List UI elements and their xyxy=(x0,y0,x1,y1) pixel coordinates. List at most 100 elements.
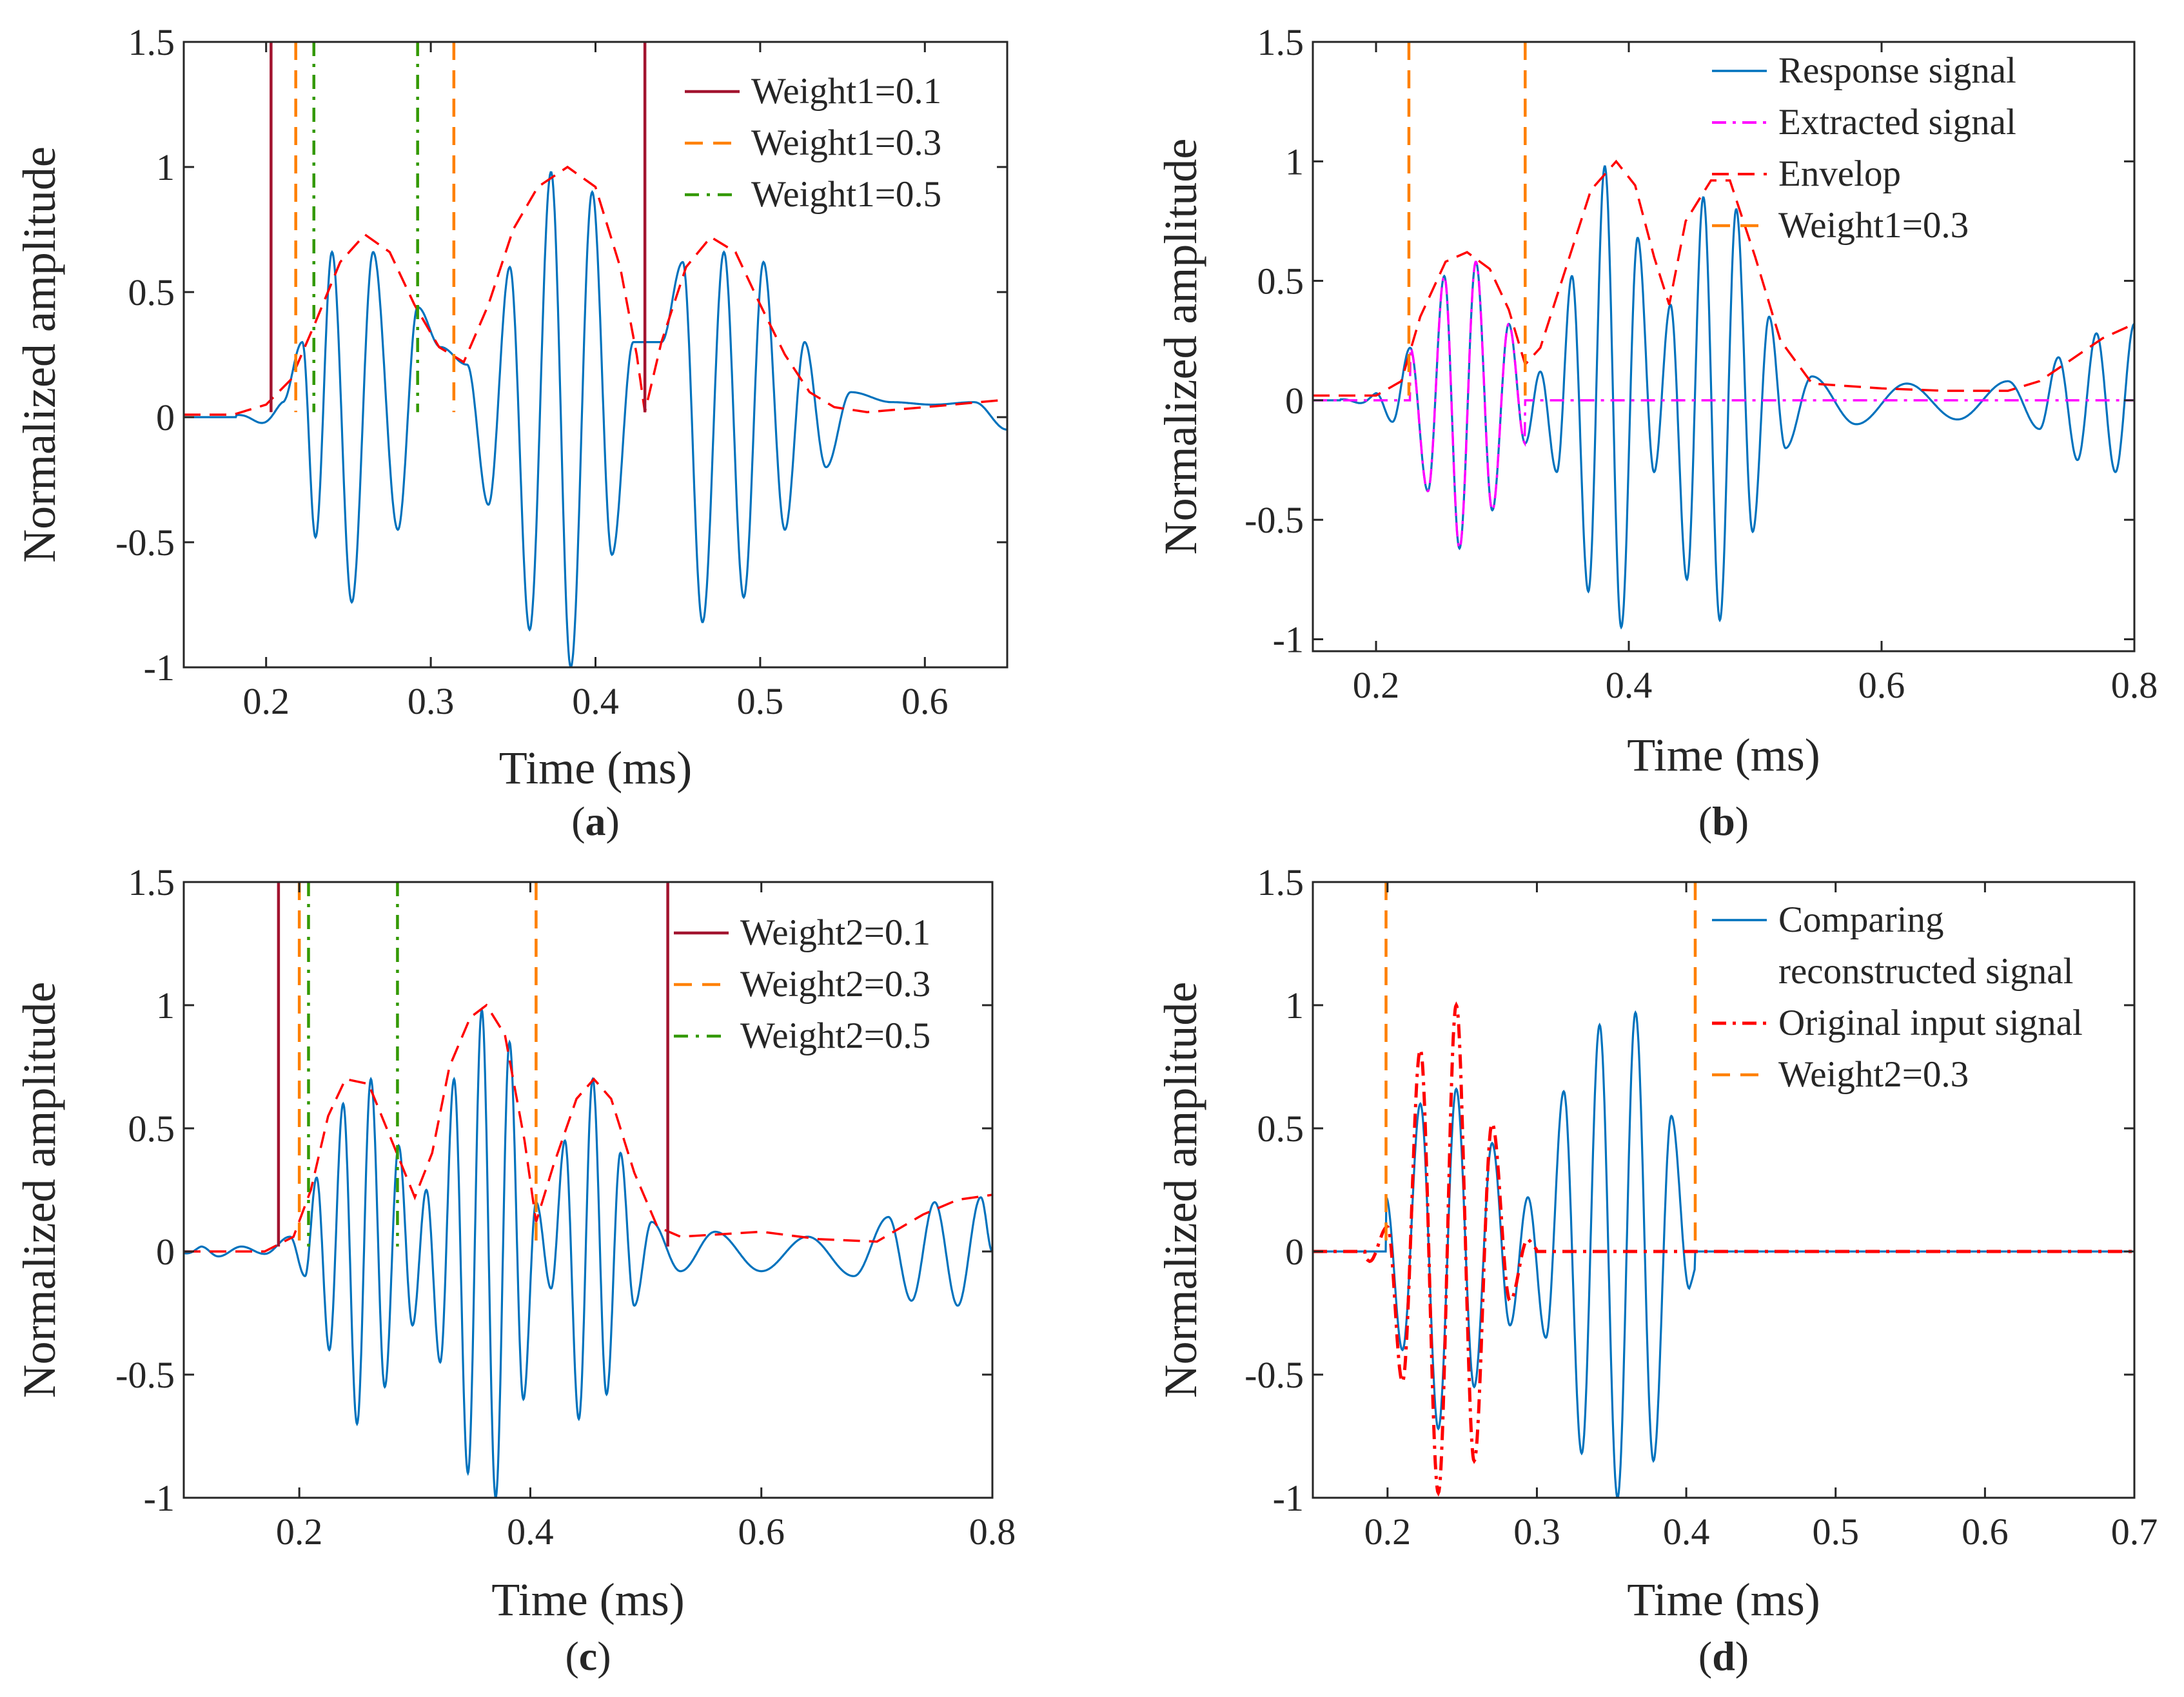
legend-label-b-1: Extracted signal xyxy=(1778,102,2016,142)
ytick-label-a-4: 1 xyxy=(156,146,175,188)
xtick-label-d-5: 0.7 xyxy=(2111,1511,2158,1553)
xtick-label-a-4: 0.6 xyxy=(901,680,949,722)
xtick-label-d-3: 0.5 xyxy=(1812,1511,1859,1553)
ytick-label-b-2: 0 xyxy=(1285,380,1304,422)
legend-label-c-2: Weight2=0.5 xyxy=(740,1015,930,1056)
panel-c: 0.2 0.4 0.6 0.8 -1 -0.5 0 0.5 1 1.5 Time (ms) Norma… xyxy=(14,861,1016,1679)
caption-letter: b xyxy=(1712,798,1735,844)
envelope-line-b xyxy=(1313,159,2134,397)
signal-line-b xyxy=(1313,165,2134,630)
ytick-label-b-1: -0.5 xyxy=(1244,499,1304,541)
envelope-line-a xyxy=(184,165,1007,416)
legend-c: Weight2=0.1 Weight2=0.3 Weight2=0.5 xyxy=(674,912,930,1056)
legend-label-b-2: Envelop xyxy=(1778,153,1901,194)
xtick-label-b-1: 0.4 xyxy=(1606,664,1653,706)
ytick-label-d-0: -1 xyxy=(1273,1477,1304,1519)
ytick-label-c-3: 0.5 xyxy=(128,1108,175,1150)
ytick-label-d-4: 1 xyxy=(1285,985,1304,1026)
xtick-label-d-2: 0.4 xyxy=(1663,1511,1710,1553)
panel-a: 0.2 0.3 0.4 0.5 0.6 -1 -0.5 0 0.5 1 1.5 Time (ms) No… xyxy=(14,21,1008,844)
ytick-label-a-2: 0 xyxy=(156,397,175,438)
xtick-label-a-2: 0.4 xyxy=(572,680,619,722)
legend-label-b-3: Weight1=0.3 xyxy=(1778,205,1969,246)
caption-close: ) xyxy=(597,1633,611,1679)
legend-label-a-2: Weight1=0.5 xyxy=(751,174,941,215)
xtick-label-c-1: 0.4 xyxy=(507,1511,554,1553)
caption-open: ( xyxy=(1698,1633,1712,1679)
ytick-label-c-4: 1 xyxy=(156,985,175,1026)
x-axis-label-d: Time (ms) xyxy=(1627,1574,1820,1625)
caption-open: ( xyxy=(1698,798,1712,844)
legend-label-d-1: Original input signal xyxy=(1778,1003,2083,1043)
xtick-label-a-1: 0.3 xyxy=(408,680,455,722)
legend-label-d-0-1: reconstructed signal xyxy=(1778,951,2073,992)
signal-line-a xyxy=(184,171,1007,667)
ytick-label-a-3: 0.5 xyxy=(128,271,175,313)
xtick-label-c-3: 0.8 xyxy=(969,1511,1016,1553)
xtick-label-a-3: 0.5 xyxy=(737,680,784,722)
ytick-label-b-4: 1 xyxy=(1285,141,1304,182)
xtick-label-b-3: 0.8 xyxy=(2111,664,2158,706)
x-axis-label-b: Time (ms) xyxy=(1627,729,1820,781)
xtick-label-d-1: 0.3 xyxy=(1513,1511,1560,1553)
legend-b: Response signal Extracted signal Envelop We… xyxy=(1712,50,2016,246)
legend-label-c-0: Weight2=0.1 xyxy=(740,912,930,953)
axes-box-b xyxy=(1312,41,2136,652)
ytick-label-a-1: -0.5 xyxy=(115,522,175,564)
envelope-line-c xyxy=(184,1003,992,1253)
caption-open: ( xyxy=(571,798,585,844)
xtick-label-c-2: 0.6 xyxy=(738,1511,785,1553)
axes-box-c xyxy=(182,881,994,1499)
ytick-label-c-5: 1.5 xyxy=(128,861,175,903)
legend-label-d-0-0: Comparing xyxy=(1778,899,1943,940)
ytick-label-a-5: 1.5 xyxy=(128,21,175,63)
plot-area-a xyxy=(184,42,1007,667)
ytick-label-a-0: -1 xyxy=(144,647,175,689)
legend-label-b-0: Response signal xyxy=(1778,50,2016,91)
panel-d: 0.2 0.3 0.4 0.5 0.6 0.7 -1 -0.5 0 0.5 1 1.5 Time (ms… xyxy=(1155,861,2158,1679)
plot-area-b xyxy=(1313,42,2134,630)
legend-a: Weight1=0.1 Weight1=0.3 Weight1=0.5 xyxy=(685,71,941,215)
xtick-label-c-0: 0.2 xyxy=(276,1511,323,1553)
panel-caption-a: (a) xyxy=(571,798,620,844)
caption-close: ) xyxy=(1735,798,1749,844)
ytick-label-b-3: 0.5 xyxy=(1257,260,1304,302)
panel-caption-d: (d) xyxy=(1698,1633,1749,1679)
y-axis-label-b: Normalized amplitude xyxy=(1155,139,1206,555)
caption-letter: c xyxy=(579,1633,597,1679)
ytick-label-d-1: -0.5 xyxy=(1244,1354,1304,1396)
caption-letter: a xyxy=(585,798,606,844)
original-line-d xyxy=(1313,1001,2134,1497)
legend-d: Comparing reconstructed signal Original in… xyxy=(1712,899,2083,1095)
xtick-label-a-0: 0.2 xyxy=(242,680,290,722)
caption-close: ) xyxy=(1735,1633,1749,1679)
panel-caption-b: (b) xyxy=(1698,798,1749,844)
panel-b: 0.2 0.4 0.6 0.8 -1 -0.5 0 0.5 1 1.5 Time (ms) Norma… xyxy=(1155,21,2158,844)
plot-area-d xyxy=(1313,882,2134,1498)
y-axis-label-d: Normalized amplitude xyxy=(1155,982,1206,1398)
xtick-label-b-0: 0.2 xyxy=(1353,664,1400,706)
legend-label-c-1: Weight2=0.3 xyxy=(740,964,930,1005)
legend-label-d-2: Weight2=0.3 xyxy=(1778,1054,1969,1095)
ytick-label-c-2: 0 xyxy=(156,1231,175,1273)
x-axis-label-c: Time (ms) xyxy=(491,1574,684,1625)
legend-label-a-1: Weight1=0.3 xyxy=(751,123,941,163)
plot-area-c xyxy=(184,882,992,1498)
ytick-label-d-2: 0 xyxy=(1285,1231,1304,1273)
x-axis-label-a: Time (ms) xyxy=(499,742,692,794)
ytick-label-d-5: 1.5 xyxy=(1257,861,1304,903)
caption-open: ( xyxy=(565,1633,578,1679)
legend-label-a-0: Weight1=0.1 xyxy=(751,71,941,112)
extracted-line-b xyxy=(1313,260,2134,551)
y-axis-label-a: Normalized amplitude xyxy=(14,146,65,563)
ytick-label-c-1: -0.5 xyxy=(115,1354,175,1396)
caption-close: ) xyxy=(606,798,620,844)
ytick-label-b-0: -1 xyxy=(1273,618,1304,660)
signal-line-d xyxy=(1313,1010,2134,1498)
ytick-label-b-5: 1.5 xyxy=(1257,21,1304,63)
caption-letter: d xyxy=(1712,1633,1735,1679)
ytick-label-d-3: 0.5 xyxy=(1257,1108,1304,1150)
xtick-label-b-2: 0.6 xyxy=(1858,664,1905,706)
xtick-label-d-4: 0.6 xyxy=(1962,1511,2009,1553)
